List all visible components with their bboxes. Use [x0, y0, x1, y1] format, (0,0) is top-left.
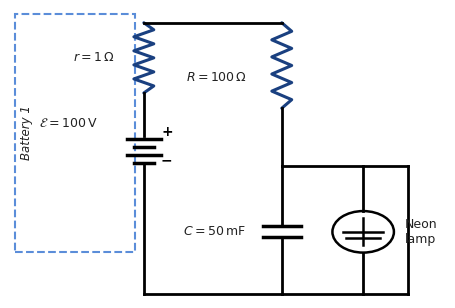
Text: $r = 1\,\Omega$: $r = 1\,\Omega$ [73, 51, 115, 64]
Text: Battery 1: Battery 1 [20, 105, 33, 160]
Text: $\mathcal{E} = 100\,\mathrm{V}$: $\mathcal{E} = 100\,\mathrm{V}$ [39, 117, 98, 130]
Text: Neon
lamp: Neon lamp [405, 218, 438, 246]
Text: +: + [161, 125, 172, 139]
Text: −: − [161, 154, 172, 168]
Text: $C = 50\,\mathrm{mF}$: $C = 50\,\mathrm{mF}$ [182, 225, 245, 238]
Text: $R = 100\,\Omega$: $R = 100\,\Omega$ [186, 71, 247, 84]
